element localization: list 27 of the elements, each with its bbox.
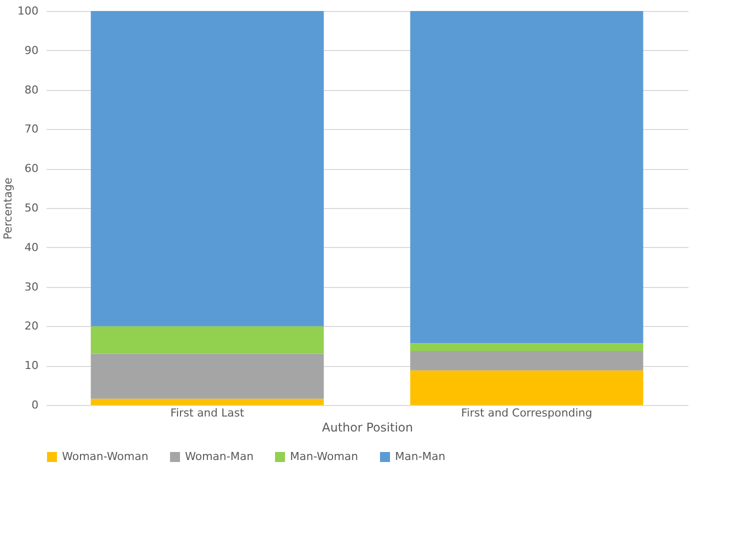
bar (410, 343, 644, 352)
y-tick-label: 70 (24, 122, 38, 136)
x-axis-title: Author Position (322, 420, 413, 434)
y-tick-label: 40 (24, 240, 38, 254)
bar (410, 370, 644, 405)
y-tick-label: 100 (18, 4, 38, 18)
legend-label: Woman-Woman (62, 450, 148, 463)
y-tick-label: 60 (24, 162, 38, 176)
y-tick-label: 50 (24, 202, 38, 214)
y-axis-title: Percentage (2, 177, 15, 240)
y-tick-label: 30 (24, 280, 38, 294)
bar (90, 326, 324, 354)
legend-label: Woman-Man (185, 450, 254, 463)
bar (90, 11, 324, 326)
y-tick-label: 80 (24, 83, 38, 96)
y-tick-label: 90 (24, 44, 38, 57)
y-tick-label: 10 (24, 359, 38, 372)
bar (90, 398, 324, 405)
x-tick-label: First and Last (170, 406, 245, 420)
x-tick-label: First and Corresponding (461, 406, 592, 420)
y-tick-label: 20 (24, 320, 38, 333)
bar (90, 354, 324, 399)
bar (410, 11, 644, 344)
bar (410, 351, 644, 370)
legend-label: Man-Woman (290, 450, 358, 463)
y-tick-label: 0 (32, 398, 38, 412)
legend-label: Man-Man (395, 450, 446, 463)
